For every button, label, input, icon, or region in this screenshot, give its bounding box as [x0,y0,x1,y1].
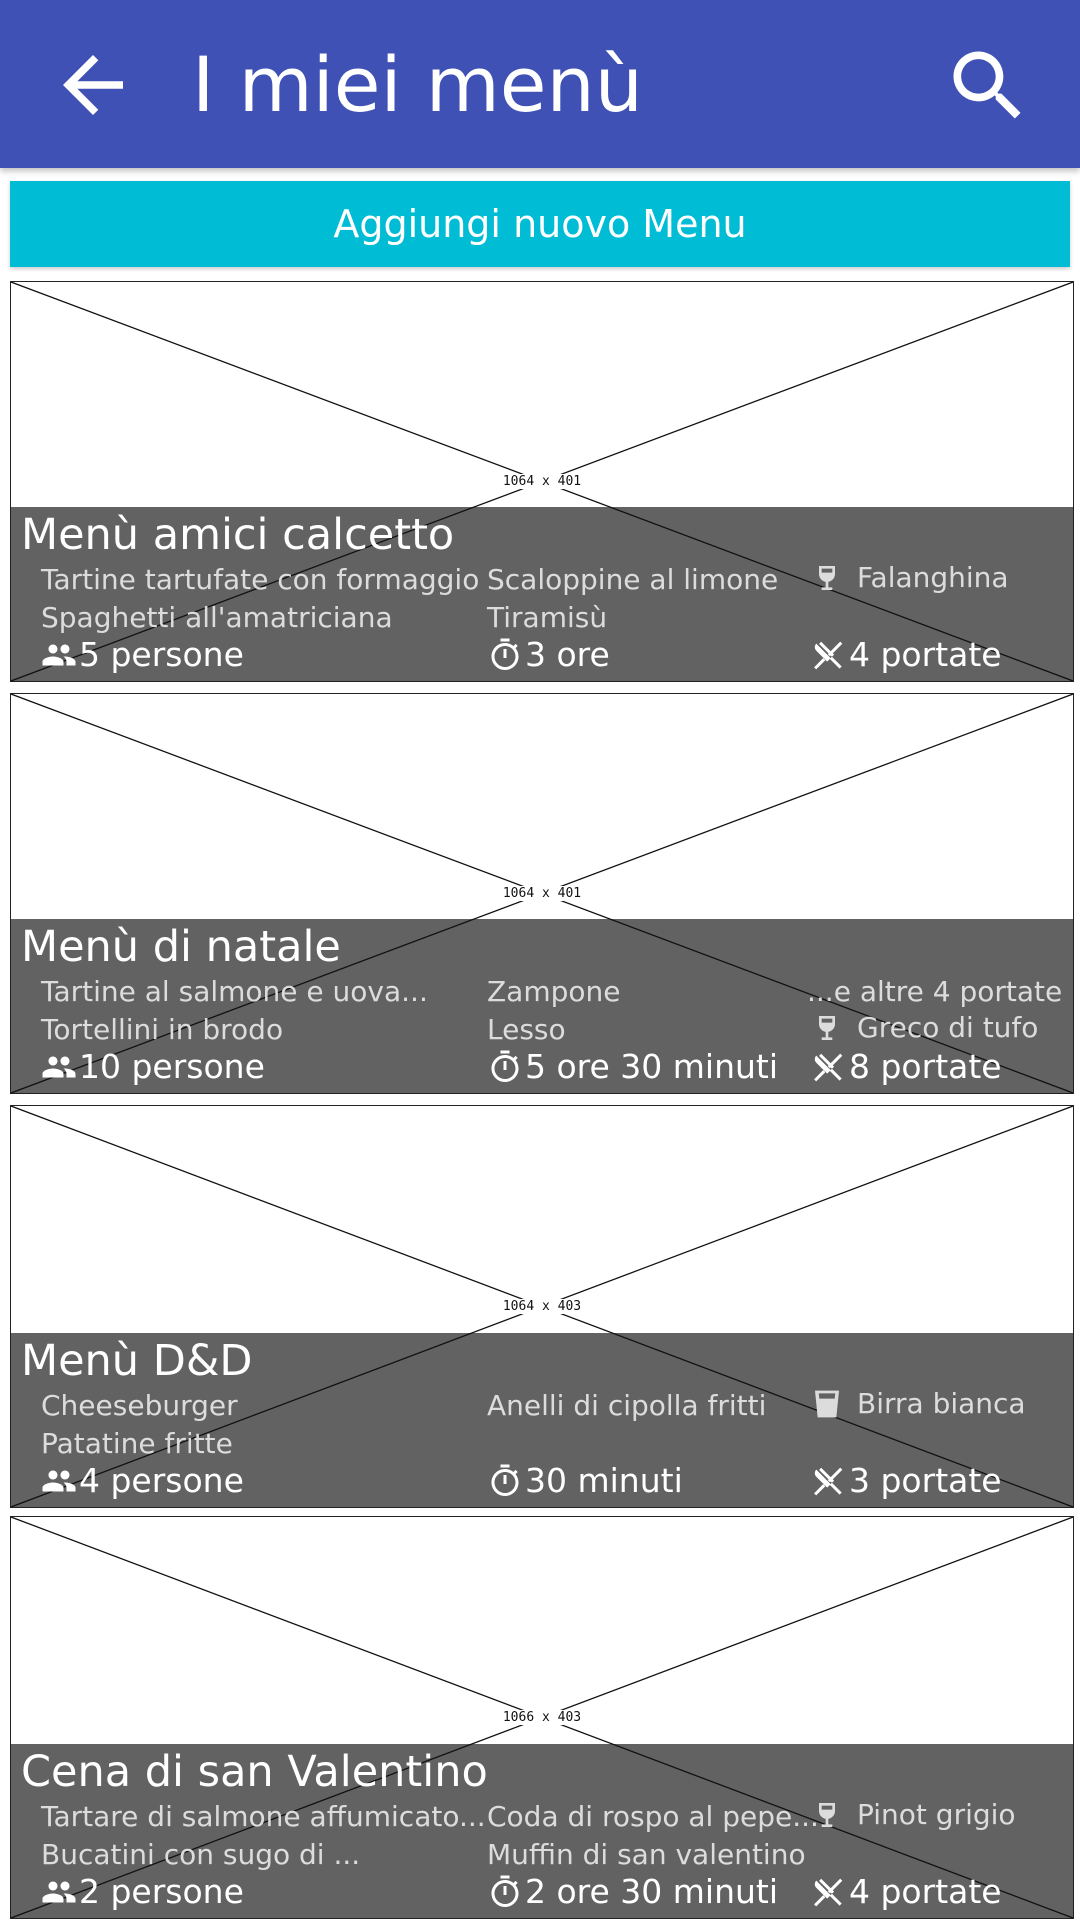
drink-row: Pinot grigio [811,1798,1016,1831]
dish-item: Tartine tartufate con formaggio [41,563,480,596]
people-count-row: 10 persone [41,1047,265,1086]
duration-row: 3 ore [487,635,610,674]
timer-icon [491,638,519,670]
cutlery-icon [814,1053,843,1081]
page-title: I miei menù [192,40,643,129]
menu-card[interactable]: 1064 x 403 Menù D&D Cheeseburger Patatine f… [10,1105,1074,1508]
drink-label: Pinot grigio [857,1798,1016,1831]
timer-icon [491,1464,519,1496]
course-count-row: 8 portate [811,1047,1002,1086]
course-count-row: 3 portate [811,1461,1002,1500]
menu-title: Cena di san Valentino [21,1747,488,1797]
dish-item: Coda di rospo al pepe... [487,1800,819,1833]
course-count: 8 portate [849,1047,1002,1086]
course-count: 4 portate [849,635,1002,674]
people-icon [42,644,76,665]
dish-item: Bucatini con sugo di ... [41,1838,361,1871]
image-size-label: 1064 x 403 [500,1298,584,1314]
dish-item: Tartine al salmone e uova... [41,975,428,1008]
arrow-back-icon[interactable] [48,40,138,130]
menu-card[interactable]: 1064 x 401 Menù di natale Tartine al salmo… [10,693,1074,1094]
dish-item: Anelli di cipolla fritti [487,1389,767,1422]
drink-label: Birra bianca [857,1387,1026,1420]
app-bar: I miei menù [0,0,1080,168]
dish-item: Lesso [487,1013,566,1046]
wine-glass-icon [819,1015,835,1040]
timer-icon [491,1875,519,1907]
course-count-row: 4 portate [811,1872,1002,1911]
wine-glass-icon [819,1802,835,1827]
people-count-row: 4 persone [41,1461,244,1500]
cutlery-icon [814,641,843,669]
dish-item: Tiramisù [487,601,608,634]
people-count: 5 persone [79,635,244,674]
cutlery-icon [814,1878,843,1906]
dish-item: Patatine fritte [41,1427,233,1460]
course-count: 3 portate [849,1461,1002,1500]
search-icon[interactable] [942,40,1034,132]
duration: 30 minuti [525,1461,683,1500]
drink-row: Falanghina [811,561,1009,594]
dish-item: Tartare di salmone affumicato... [41,1800,486,1833]
duration-row: 5 ore 30 minuti [487,1047,778,1086]
course-count: 4 portate [849,1872,1002,1911]
menu-title: Menù di natale [21,922,341,972]
drink-label: Greco di tufo [857,1011,1039,1044]
drink-row: Greco di tufo [811,1011,1038,1044]
duration-row: 2 ore 30 minuti [487,1872,778,1911]
course-count-row: 4 portate [811,635,1002,674]
people-count-row: 5 persone [41,635,244,674]
duration: 3 ore [525,635,610,674]
people-icon [42,1056,76,1077]
menu-title: Menù amici calcetto [21,510,455,560]
dish-item: Muffin di san valentino [487,1838,806,1871]
add-menu-button[interactable]: Aggiungi nuovo Menu [10,181,1070,267]
more-courses-text: ...e altre 4 portate [807,975,1063,1008]
dish-item: Tortellini in brodo [41,1013,284,1046]
dish-item: Scaloppine al limone [487,563,779,596]
drink-label: Falanghina [857,561,1009,594]
people-icon [42,1881,76,1902]
beer-glass-icon [815,1390,839,1417]
drink-row: Birra bianca [811,1387,1026,1420]
dish-item: Cheeseburger [41,1389,238,1422]
people-count: 2 persone [79,1872,244,1911]
timer-icon [491,1050,519,1082]
image-size-label: 1064 x 401 [500,885,584,901]
wine-glass-icon [819,565,835,590]
cutlery-icon [814,1467,843,1495]
duration: 2 ore 30 minuti [525,1872,779,1911]
duration-row: 30 minuti [487,1461,683,1500]
add-menu-button-label: Aggiungi nuovo Menu [333,202,747,246]
people-count: 4 persone [79,1461,244,1500]
dish-item: Spaghetti all'amatriciana [41,601,393,634]
image-size-label: 1064 x 401 [500,473,584,489]
people-icon [42,1470,76,1491]
duration: 5 ore 30 minuti [525,1047,779,1086]
image-size-label: 1066 x 403 [500,1709,584,1725]
menu-title: Menù D&D [21,1336,253,1386]
dish-item: Zampone [487,975,621,1008]
people-count-row: 2 persone [41,1872,244,1911]
menu-card[interactable]: 1066 x 403 Cena di san Valentino Tartare d… [10,1516,1074,1919]
menu-card[interactable]: 1064 x 401 Menù amici calcetto Tartine tar… [10,281,1074,682]
people-count: 10 persone [79,1047,265,1086]
